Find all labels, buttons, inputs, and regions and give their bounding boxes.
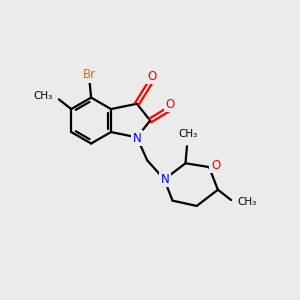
Text: CH₃: CH₃	[237, 197, 256, 207]
Text: Br: Br	[83, 68, 96, 81]
Text: O: O	[165, 98, 175, 111]
Text: N: N	[133, 132, 141, 145]
Text: CH₃: CH₃	[33, 92, 52, 101]
Text: CH₃: CH₃	[178, 129, 197, 139]
Text: O: O	[211, 159, 220, 172]
Text: N: N	[161, 173, 170, 186]
Text: O: O	[147, 70, 156, 83]
